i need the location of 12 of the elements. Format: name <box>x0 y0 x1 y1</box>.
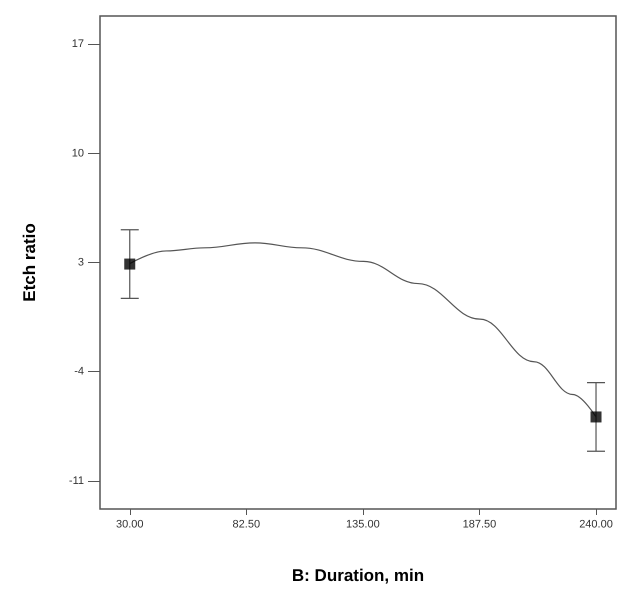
y-tick-label: 10 <box>72 147 84 160</box>
y-tick-label: -4 <box>74 366 84 378</box>
y-axis-title: Etch ratio <box>20 223 39 302</box>
x-tick-label: 135.00 <box>346 518 380 530</box>
x-axis-title: B: Duration, min <box>292 566 424 585</box>
y-tick-label: -11 <box>68 474 84 487</box>
x-tick-label: 240.00 <box>579 518 613 530</box>
x-tick-label: 30.00 <box>116 518 144 530</box>
x-tick-label: 82.50 <box>232 518 260 530</box>
y-tick-label: 17 <box>72 38 84 50</box>
y-tick-label: 3 <box>78 256 84 268</box>
x-tick-label: 187.50 <box>462 518 496 530</box>
